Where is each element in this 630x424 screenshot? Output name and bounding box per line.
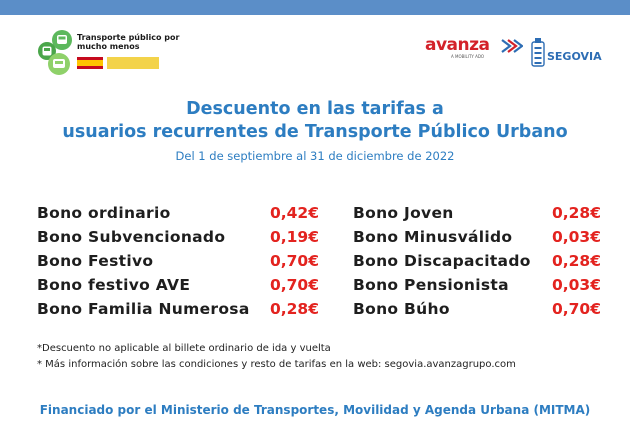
page-title-line-2: usuarios recurrentes de Transporte Públi…	[62, 122, 568, 142]
price-value: 0,70€	[551, 300, 601, 318]
avanza-brand-text: avanza	[425, 35, 490, 55]
government-logo-icon	[107, 57, 159, 69]
price-value: 0,28€	[551, 252, 601, 270]
funding-footer: Financiado por el Ministerio de Transpor…	[39, 403, 591, 417]
price-list-left: Bono ordinario 0,42€ Bono Subvencionado …	[37, 204, 319, 324]
price-value: 0,70€	[269, 252, 319, 270]
logo-left-text: Transporte público por mucho menos	[77, 33, 180, 51]
price-row: Bono Pensionista 0,03€	[353, 276, 601, 300]
price-name: Bono festivo AVE	[37, 276, 191, 294]
price-name: Bono Discapacitado	[353, 252, 531, 270]
price-row: Bono Festivo 0,70€	[37, 252, 319, 276]
segovia-brand-text: SEGOVIA	[547, 50, 602, 63]
price-row: Bono Minusválido 0,03€	[353, 228, 601, 252]
price-row: Bono Subvencionado 0,19€	[37, 228, 319, 252]
page-subtitle: Del 1 de septiembre al 31 de diciembre d…	[175, 149, 455, 163]
avanza-logo: avanza A MOBILITY ADO	[425, 36, 525, 66]
price-value: 0,42€	[269, 204, 319, 222]
price-name: Bono Festivo	[37, 252, 154, 270]
transport-vehicles-icon	[38, 30, 72, 75]
transporte-publico-logo: Transporte público por mucho menos	[37, 29, 197, 77]
price-row: Bono ordinario 0,42€	[37, 204, 319, 228]
price-value: 0,70€	[269, 276, 319, 294]
avanza-chevron-icon	[501, 39, 523, 53]
price-value: 0,28€	[269, 300, 319, 318]
price-row: Bono Familia Numerosa 0,28€	[37, 300, 319, 324]
price-name: Bono ordinario	[37, 204, 171, 222]
segovia-crest-icon	[531, 38, 545, 67]
spain-flag-icon	[77, 57, 103, 69]
price-row: Bono Joven 0,28€	[353, 204, 601, 228]
price-name: Bono Subvencionado	[37, 228, 226, 246]
footnote-discount: *Descuento no aplicable al billete ordin…	[37, 343, 331, 354]
price-row: Bono Discapacitado 0,28€	[353, 252, 601, 276]
price-name: Bono Pensionista	[353, 276, 509, 294]
price-name: Bono Familia Numerosa	[37, 300, 250, 318]
price-value: 0,19€	[269, 228, 319, 246]
price-value: 0,03€	[551, 276, 601, 294]
avanza-brand-subtext: A MOBILITY ADO	[451, 54, 485, 59]
page-title-line-1: Descuento en las tarifas a	[186, 99, 444, 119]
price-value: 0,03€	[551, 228, 601, 246]
footnote-more-info: * Más información sobre las condiciones …	[37, 359, 516, 370]
price-row: Bono festivo AVE 0,70€	[37, 276, 319, 300]
price-name: Bono Joven	[353, 204, 454, 222]
price-name: Bono Minusválido	[353, 228, 513, 246]
price-row: Bono Búho 0,70€	[353, 300, 601, 324]
top-bar	[0, 0, 630, 15]
price-name: Bono Búho	[353, 300, 450, 318]
segovia-logo: SEGOVIA	[531, 38, 611, 72]
price-value: 0,28€	[551, 204, 601, 222]
price-list-right: Bono Joven 0,28€ Bono Minusválido 0,03€ …	[353, 204, 601, 324]
